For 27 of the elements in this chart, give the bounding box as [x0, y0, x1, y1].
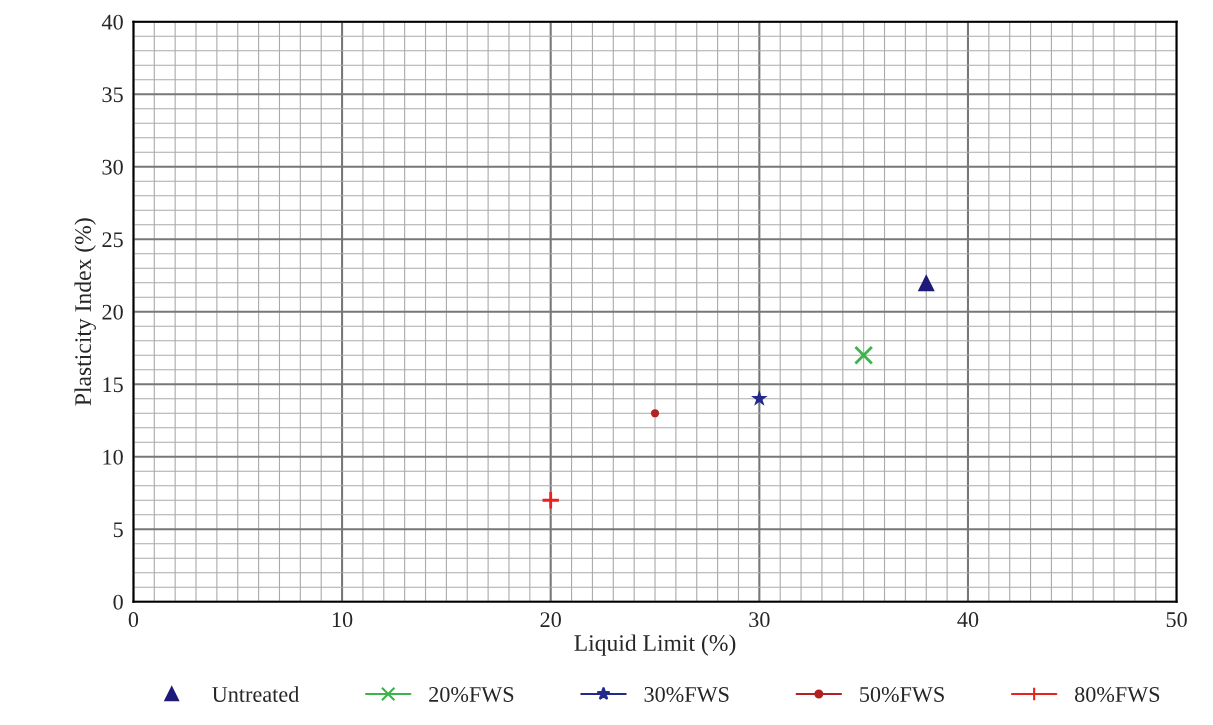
y-tick-label: 15: [103, 377, 123, 393]
y-tick-label: 40: [101, 14, 123, 30]
x-tick-label: 20: [540, 612, 561, 628]
y-tick-label: 20: [102, 304, 123, 320]
y-tick-label: 35: [102, 87, 123, 103]
y-axis-title: Plasticity Index (%): [74, 218, 96, 406]
point: [650, 409, 660, 418]
point: [917, 274, 935, 292]
legend-label: 20%FWS: [429, 686, 514, 703]
y-tick-label: 30: [102, 159, 123, 175]
y-tick-label: 5: [113, 522, 123, 538]
point: [854, 345, 874, 365]
legend-label: 50%FWS: [860, 686, 944, 703]
x-axis-title: Liquid Limit (%): [574, 634, 736, 656]
point: [750, 389, 768, 406]
x-tick-label: 40: [957, 612, 979, 628]
legend-label: 80%FWS: [1074, 686, 1160, 703]
y-tick-label: 25: [102, 232, 123, 248]
point: [541, 490, 561, 510]
legend-label: 30%FWS: [644, 686, 729, 703]
x-tick-label: 10: [332, 612, 353, 628]
x-tick-label: 50: [1166, 612, 1187, 628]
x-tick-label: 0: [128, 612, 139, 628]
x-tick-label: 30: [749, 612, 770, 628]
y-tick-label: 0: [113, 594, 123, 610]
y-tick-label: 10: [103, 449, 123, 465]
legend-label: Untreated: [212, 686, 300, 702]
